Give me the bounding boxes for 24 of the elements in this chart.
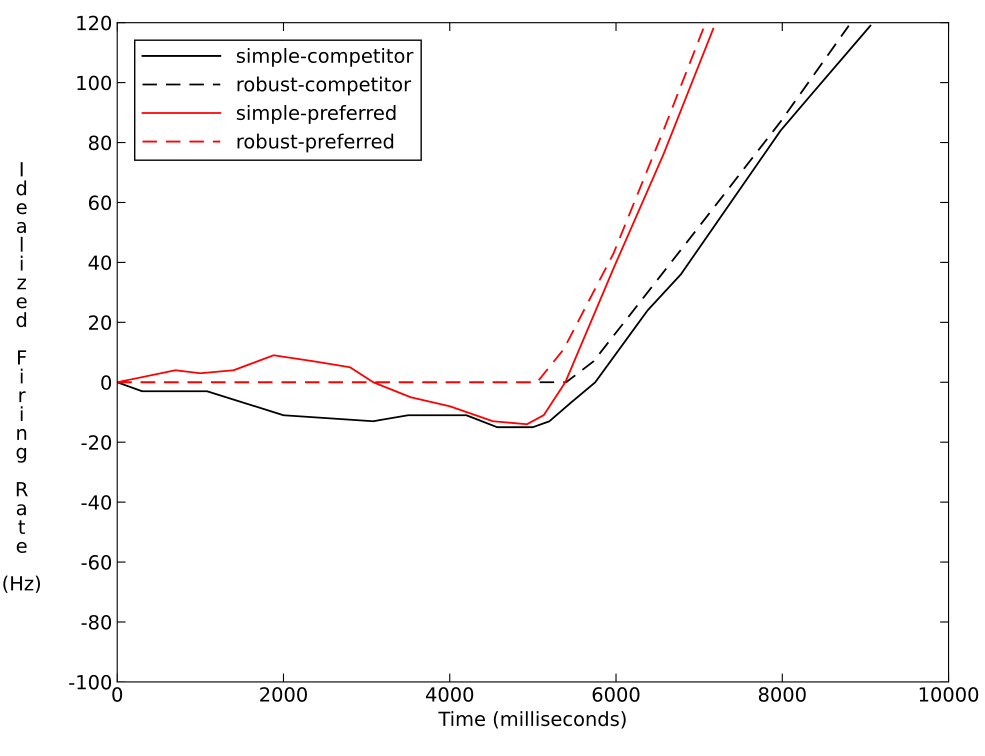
y-tick-label: 120 <box>77 16 112 30</box>
x-tick-label: 4000 <box>426 687 474 702</box>
y-tick-label: -100 <box>69 674 112 690</box>
y-tick-label: -20 <box>82 435 112 450</box>
y-tick-label: -40 <box>82 495 112 510</box>
y-tick-label: -80 <box>82 614 112 630</box>
y-tick-label: 40 <box>88 255 112 270</box>
legend-label: robust-preferred <box>238 134 394 152</box>
x-axis-title: Time (milliseconds) <box>438 711 626 728</box>
y-tick-label: 20 <box>89 315 112 330</box>
y-tick-label: 80 <box>88 135 112 150</box>
x-tick-label: 0 <box>112 687 122 702</box>
legend-label: robust-competitor <box>238 76 412 96</box>
x-tick-label: 6000 <box>592 687 640 702</box>
legend-label: simple-competitor <box>236 48 414 67</box>
y-tick-label: 100 <box>77 76 112 90</box>
x-tick-label: 8000 <box>758 687 806 702</box>
legend-label: simple-preferred <box>236 105 396 124</box>
y-tick-label: -60 <box>82 555 112 570</box>
y-tick-label: 60 <box>88 195 112 210</box>
y-tick-label: 0 <box>101 375 112 390</box>
text: Idealized Firing Rate (Hz) <box>3 162 40 593</box>
x-tick-label: 2000 <box>260 687 307 702</box>
x-tick-label: 10000 <box>920 687 978 702</box>
